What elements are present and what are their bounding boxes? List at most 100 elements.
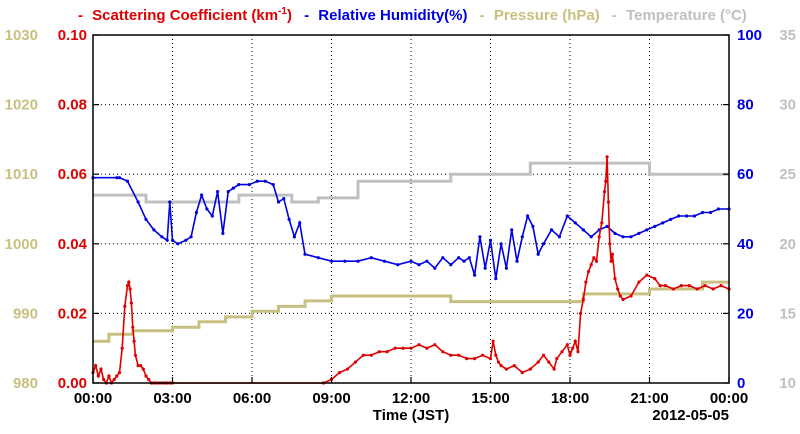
data-point-scattering	[128, 287, 132, 291]
data-point-humidity	[515, 259, 519, 263]
data-point-scattering	[102, 377, 106, 382]
humidity-tick-label: 40	[737, 236, 754, 253]
temperature-tick-label: 35	[779, 27, 796, 44]
data-point-humidity	[316, 256, 320, 260]
x-tick-label: 15:00	[471, 390, 509, 407]
data-point-scattering	[671, 287, 676, 291]
pressure-tick-label: 1020	[5, 97, 38, 114]
data-point-scattering	[586, 270, 591, 274]
data-point-humidity	[692, 214, 697, 218]
data-point-scattering	[597, 235, 601, 239]
data-point-scattering	[616, 287, 620, 291]
data-point-scattering	[473, 357, 477, 361]
data-point-humidity	[494, 277, 498, 281]
data-point-humidity	[382, 259, 387, 263]
data-point-scattering	[132, 339, 136, 343]
data-point-scattering	[610, 252, 615, 256]
data-point-scattering	[571, 346, 575, 350]
data-point-scattering	[123, 304, 127, 308]
data-point-scattering	[609, 259, 613, 263]
data-point-scattering	[337, 371, 342, 375]
title-scattering-sup: -1	[278, 6, 287, 17]
title-dash-temperature: -	[612, 7, 617, 24]
data-point-scattering	[621, 297, 625, 302]
data-point-scattering	[579, 311, 583, 315]
humidity-tick-label: 0	[737, 375, 745, 392]
data-point-humidity	[510, 228, 514, 232]
x-tick-label: 06:00	[233, 390, 271, 407]
data-point-scattering	[96, 374, 100, 378]
data-point-humidity	[184, 238, 188, 242]
data-point-scattering	[465, 357, 469, 361]
data-point-scattering	[679, 284, 683, 288]
grid	[93, 35, 729, 383]
temperature-tick-label: 20	[779, 236, 796, 253]
data-point-humidity	[263, 179, 267, 183]
data-point-scattering	[120, 346, 124, 350]
data-point-humidity	[541, 242, 546, 246]
data-point-humidity	[152, 228, 156, 232]
data-point-scattering	[541, 353, 546, 357]
data-point-humidity	[531, 224, 535, 228]
title-dash-pressure: -	[480, 7, 485, 24]
data-point-scattering	[480, 353, 485, 357]
data-point-humidity	[292, 235, 296, 239]
title-scattering-close: )	[287, 7, 292, 24]
data-point-humidity	[221, 231, 225, 235]
data-point-scattering	[703, 284, 707, 288]
data-point-scattering	[695, 287, 699, 291]
scattering-tick-label: 0.04	[58, 236, 88, 253]
data-point-scattering	[401, 346, 405, 350]
data-point-humidity	[255, 179, 259, 183]
humidity-tick-label: 60	[737, 166, 754, 183]
data-point-scattering	[433, 343, 437, 347]
data-point-scattering	[602, 190, 607, 194]
data-point-humidity	[356, 259, 360, 263]
data-point-scattering	[658, 284, 662, 288]
data-point-scattering	[488, 357, 493, 361]
data-point-scattering	[147, 377, 151, 382]
data-point-humidity	[573, 221, 577, 225]
data-point-scattering	[663, 284, 668, 288]
data-point-scattering	[504, 367, 508, 371]
data-point-scattering	[417, 343, 421, 347]
axes: 00:00 03:00 06:00 09:00 12:00 15:00 18:00 21:00…	[5, 27, 796, 407]
data-point-scattering	[589, 263, 593, 267]
data-point-scattering	[687, 284, 691, 288]
pressure-tick-label: 1010	[5, 166, 38, 183]
title-scattering: Scattering Coefficient (km	[92, 7, 278, 24]
pressure-tick-label: 1030	[5, 27, 38, 44]
data-point-humidity	[287, 217, 291, 221]
data-point-humidity	[189, 235, 193, 239]
data-point-scattering	[605, 155, 609, 159]
data-point-humidity	[621, 235, 625, 239]
data-point-humidity	[716, 207, 721, 211]
data-point-humidity	[200, 193, 204, 197]
data-point-scattering	[711, 287, 715, 291]
data-point-scattering	[136, 364, 140, 368]
data-point-humidity	[520, 235, 524, 239]
data-point-humidity	[271, 183, 275, 187]
data-point-humidity	[473, 273, 477, 277]
data-point-humidity	[467, 256, 471, 260]
data-point-scattering	[369, 353, 373, 357]
data-point-scattering	[645, 273, 649, 277]
data-point-humidity	[605, 224, 609, 228]
data-point-scattering	[499, 364, 503, 368]
data-point-scattering	[581, 297, 585, 302]
data-point-scattering	[115, 374, 119, 378]
data-point-scattering	[576, 350, 580, 354]
x-tick-label: 00:00	[74, 390, 112, 407]
data-point-scattering	[592, 256, 596, 260]
data-point-scattering	[584, 280, 588, 284]
data-point-scattering	[547, 360, 551, 364]
data-point-humidity	[276, 200, 281, 204]
data-point-scattering	[129, 301, 133, 305]
chart-title: - Scattering Coefficient (km-1) - Relati…	[78, 6, 747, 24]
temperature-tick-label: 15	[779, 305, 796, 322]
data-point-scattering	[520, 371, 524, 375]
data-point-scattering	[449, 353, 453, 357]
title-dash-humidity: -	[304, 7, 309, 24]
humidity-tick-label: 80	[737, 97, 754, 114]
data-point-scattering	[377, 350, 381, 354]
